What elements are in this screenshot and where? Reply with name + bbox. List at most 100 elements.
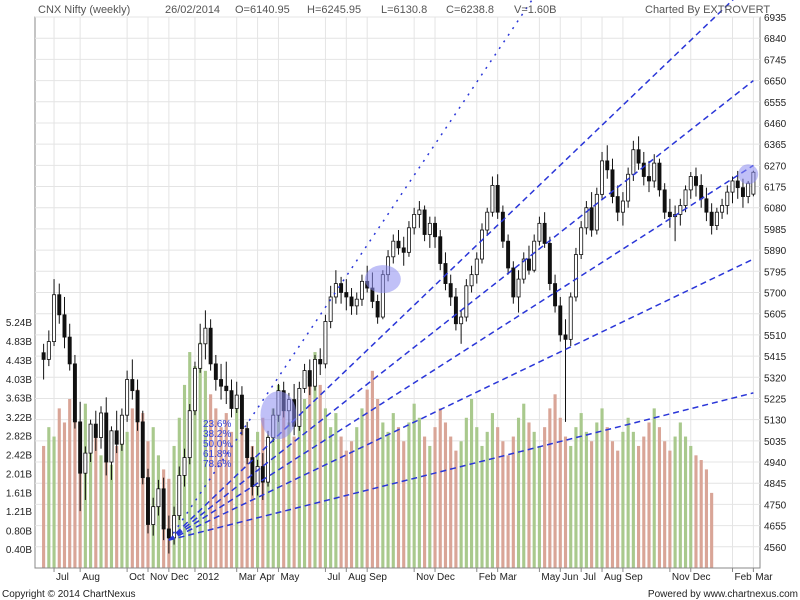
volume-bar xyxy=(464,417,468,568)
volume-bar xyxy=(370,370,374,568)
candle-down xyxy=(93,423,98,438)
chart-date: 26/02/2014 xyxy=(165,4,220,16)
candle-up xyxy=(490,185,495,213)
volume-bar xyxy=(391,413,395,568)
volume-tick-label: 4.03B xyxy=(6,375,32,386)
price-tick-label: 6650 xyxy=(764,77,787,88)
candle-up xyxy=(119,414,124,445)
volume-bar xyxy=(537,445,541,568)
volume-bar xyxy=(318,384,322,568)
volume-bar xyxy=(433,427,437,568)
price-tick-label: 6270 xyxy=(764,161,787,172)
volume-bar xyxy=(94,427,98,568)
volume-bar xyxy=(203,370,207,568)
volume-bar xyxy=(313,352,317,568)
volume-tick-label: 4.43B xyxy=(6,356,32,367)
price-tick-label: 6080 xyxy=(764,204,787,215)
candle-down xyxy=(208,327,213,365)
volume-bar xyxy=(99,455,103,568)
candle-down xyxy=(161,488,166,530)
candle-down xyxy=(213,363,218,380)
candle-down xyxy=(260,466,265,483)
volume-bar xyxy=(219,427,223,568)
candle-down xyxy=(307,370,312,387)
candle-down xyxy=(146,477,150,525)
price-tick-label: 5130 xyxy=(764,416,787,427)
candle-down xyxy=(542,222,547,244)
x-tick-label: Dec xyxy=(171,572,189,583)
volume-bar xyxy=(579,413,583,568)
trendline xyxy=(168,0,533,541)
copyright-text: Copyright © 2014 ChartNexus xyxy=(2,589,136,600)
candle-up xyxy=(427,222,432,235)
volume-bar xyxy=(308,375,312,568)
volume-bar xyxy=(68,398,72,568)
volume-bar xyxy=(699,460,703,568)
x-tick-label: Dec xyxy=(437,572,455,583)
candle-down xyxy=(547,243,552,284)
candle-down xyxy=(506,240,511,269)
price-tick-label: 5225 xyxy=(764,394,787,405)
candle-down xyxy=(563,334,568,340)
candle-down xyxy=(375,301,380,318)
volume-tick-label: 0.40B xyxy=(6,545,32,556)
volume-bar xyxy=(115,445,119,568)
candle-down xyxy=(339,283,344,293)
trendline xyxy=(168,164,754,541)
price-tick-label: 6555 xyxy=(764,98,787,109)
volume-bar xyxy=(42,445,46,568)
volume-tick-label: 2.01B xyxy=(6,470,32,481)
volume-bar xyxy=(130,408,134,568)
volume-tick-label: 3.63B xyxy=(6,394,32,405)
volume-bar xyxy=(496,427,500,568)
candle-up xyxy=(594,193,599,231)
close-value: C=6238.8 xyxy=(446,4,494,16)
open-value: O=6140.95 xyxy=(235,4,290,16)
candle-up xyxy=(328,296,333,322)
x-tick-label: Feb xyxy=(479,572,497,583)
candle-up xyxy=(537,222,542,242)
volume-bar xyxy=(198,342,202,568)
volume-bar xyxy=(663,441,667,568)
candle-down xyxy=(239,394,244,429)
candle-down xyxy=(229,390,234,409)
price-axis: 4560 4655 4750 4845 4940 5035 5130 5225 5320 5415… xyxy=(764,13,787,554)
volume-bar xyxy=(224,413,228,568)
candle-up xyxy=(360,280,364,300)
volume-bar xyxy=(543,427,547,568)
price-tick-label: 5985 xyxy=(764,225,787,236)
x-tick-label: May xyxy=(541,572,560,583)
candle-up xyxy=(579,227,584,255)
candle-down xyxy=(349,296,354,307)
candle-up xyxy=(125,379,130,416)
candle-down xyxy=(245,428,250,458)
x-tick-label: Mar xyxy=(500,572,518,583)
candle-up xyxy=(198,343,203,369)
candle-down xyxy=(72,363,77,423)
volume-bar xyxy=(120,422,124,568)
candle-up xyxy=(485,211,490,231)
volume-bar xyxy=(470,398,474,568)
volume-bar xyxy=(334,413,338,568)
x-tick-label: Sep xyxy=(369,572,387,583)
x-tick-label: Aug xyxy=(604,572,622,583)
volume-bar xyxy=(109,464,114,568)
volume-bar xyxy=(616,450,620,568)
volume-bar xyxy=(475,427,479,568)
candle-down xyxy=(78,421,83,474)
price-tick-label: 5320 xyxy=(764,373,787,384)
candle-up xyxy=(99,412,103,438)
volume-bar xyxy=(256,431,260,568)
candle-up xyxy=(683,189,688,206)
candle-down xyxy=(318,359,323,365)
x-tick-label: 2012 xyxy=(197,572,220,583)
volume-bar xyxy=(141,413,145,568)
candle-up xyxy=(234,394,239,409)
x-tick-label: Jul xyxy=(327,572,340,583)
candle-up xyxy=(620,200,625,213)
x-tick-label: Jun xyxy=(562,572,578,583)
candle-up xyxy=(302,370,307,389)
x-tick-label: Feb xyxy=(735,572,753,583)
volume-bar xyxy=(135,389,140,568)
